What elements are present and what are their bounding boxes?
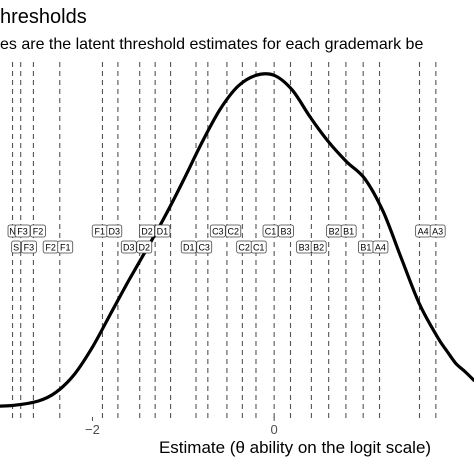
threshold-label-text: S xyxy=(13,242,19,252)
threshold-label-text: F3 xyxy=(17,226,28,236)
threshold-label-text: C3 xyxy=(198,242,210,252)
threshold-label-box xyxy=(30,224,46,238)
threshold-label-box xyxy=(14,224,31,238)
threshold-label: B3 xyxy=(278,224,294,238)
threshold-label: S xyxy=(11,240,22,254)
threshold-label-box xyxy=(57,240,74,254)
threshold-label: F1 xyxy=(91,224,108,238)
threshold-label-box xyxy=(196,240,213,254)
threshold-label: F1 xyxy=(57,240,74,254)
threshold-label-text: D2 xyxy=(141,226,153,236)
threshold-label: F3 xyxy=(20,240,37,254)
threshold-label-text: B1 xyxy=(360,242,371,252)
threshold-label-box xyxy=(154,224,171,238)
threshold-label-text: F1 xyxy=(94,226,105,236)
threshold-label-text: A3 xyxy=(432,226,443,236)
threshold-label-box xyxy=(11,240,22,254)
threshold-label-box xyxy=(250,240,267,254)
threshold-label-text: C1 xyxy=(265,226,277,236)
threshold-label-text: F3 xyxy=(24,242,35,252)
threshold-label-box xyxy=(429,224,446,238)
chart-title: hresholds xyxy=(0,6,87,28)
threshold-label-text: F2 xyxy=(33,226,44,236)
threshold-label-box xyxy=(310,240,327,254)
threshold-label: F2 xyxy=(42,240,59,254)
threshold-label-text: F2 xyxy=(45,242,56,252)
threshold-label-box xyxy=(209,224,226,238)
threshold-label-text: N xyxy=(9,226,16,236)
threshold-label-text: A4 xyxy=(375,242,386,252)
threshold-label-text: A4 xyxy=(418,226,429,236)
x-axis: −2 0 xyxy=(85,417,278,437)
threshold-label-text: B2 xyxy=(329,226,340,236)
threshold-label: A4 xyxy=(372,240,389,254)
threshold-label-box xyxy=(20,240,37,254)
threshold-label: D2 xyxy=(139,224,155,238)
threshold-label: C2 xyxy=(225,224,242,238)
threshold-label: F2 xyxy=(30,224,46,238)
threshold-label: F3 xyxy=(14,224,31,238)
threshold-label-box xyxy=(120,240,137,254)
threshold-label-text: C3 xyxy=(212,226,224,236)
threshold-label: B3 xyxy=(296,240,313,254)
threshold-label-text: D3 xyxy=(123,242,135,252)
threshold-label-text: C2 xyxy=(228,226,240,236)
density-curve xyxy=(0,72,474,408)
threshold-label: B1 xyxy=(357,240,374,254)
x-tick-label: −2 xyxy=(85,422,100,437)
threshold-label-box xyxy=(340,224,357,238)
threshold-label-box xyxy=(136,240,153,254)
threshold-label-text: D3 xyxy=(109,226,121,236)
threshold-labels: N F3 F2 F1 D3 D2 D1 C3 C2 C1 B3 B2 B1 A4 A3S F3 F2 F1 D3 D2… xyxy=(7,224,446,254)
threshold-label-box xyxy=(180,240,197,254)
threshold-label: D2 xyxy=(136,240,153,254)
threshold-label-box xyxy=(278,224,294,238)
x-tick-label: 0 xyxy=(271,422,278,437)
threshold-label-text: C1 xyxy=(253,242,265,252)
threshold-label-text: B1 xyxy=(343,226,354,236)
threshold-label: C3 xyxy=(196,240,213,254)
threshold-label: A4 xyxy=(415,224,432,238)
threshold-label-box xyxy=(262,224,279,238)
threshold-label-box xyxy=(139,224,155,238)
threshold-label-text: D2 xyxy=(138,242,150,252)
x-axis-label: Estimate (θ ability on the logit scale) xyxy=(158,438,432,457)
threshold-label: C3 xyxy=(209,224,226,238)
threshold-label-text: B3 xyxy=(299,242,310,252)
threshold-label: D3 xyxy=(106,224,123,238)
threshold-label-box xyxy=(372,240,389,254)
threshold-lines xyxy=(11,62,437,420)
threshold-label: D1 xyxy=(154,224,171,238)
threshold-label: D3 xyxy=(120,240,137,254)
threshold-label: C1 xyxy=(250,240,267,254)
threshold-label: D1 xyxy=(180,240,197,254)
threshold-label-box xyxy=(225,224,242,238)
threshold-label-text: D1 xyxy=(183,242,195,252)
chart-subtitle: es are the latent threshold estimates fo… xyxy=(0,36,424,53)
threshold-label: B2 xyxy=(310,240,327,254)
threshold-label: B2 xyxy=(326,224,343,238)
threshold-label-text: B2 xyxy=(313,242,324,252)
threshold-label-text: B3 xyxy=(280,226,291,236)
threshold-label: B1 xyxy=(340,224,357,238)
threshold-label-box xyxy=(106,224,123,238)
threshold-label: C1 xyxy=(262,224,279,238)
threshold-label-text: D1 xyxy=(157,226,169,236)
threshold-label-text: C2 xyxy=(238,242,250,252)
threshold-label-text: F1 xyxy=(60,242,71,252)
threshold-label: C2 xyxy=(236,240,253,254)
threshold-label: A3 xyxy=(429,224,446,238)
